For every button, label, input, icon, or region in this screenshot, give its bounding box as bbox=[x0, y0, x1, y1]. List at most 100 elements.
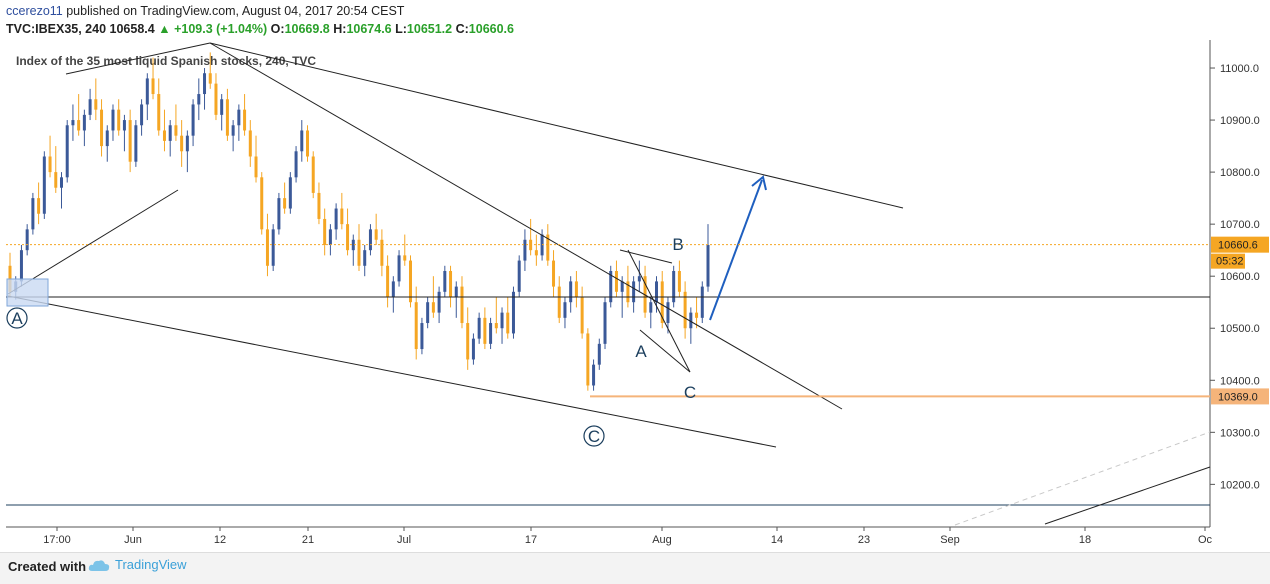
candle-body bbox=[306, 130, 310, 157]
candle-body bbox=[517, 260, 521, 292]
candle-body bbox=[494, 323, 498, 329]
trendline-top-left[interactable] bbox=[65, 42, 211, 75]
candle-body bbox=[220, 99, 224, 115]
candle-body bbox=[569, 281, 573, 303]
candle-body bbox=[140, 104, 144, 126]
candle bbox=[500, 307, 504, 344]
publish-line: ccerezo11 published on TradingView.com, … bbox=[6, 4, 404, 18]
candle bbox=[122, 114, 126, 152]
candle-body bbox=[466, 323, 470, 360]
candle bbox=[557, 276, 561, 324]
projection-arrow[interactable] bbox=[709, 179, 763, 321]
candle-body bbox=[506, 312, 510, 334]
high-value: 10674.6 bbox=[346, 22, 392, 36]
candle-body bbox=[48, 156, 52, 173]
low-label: L: bbox=[395, 22, 407, 36]
candle bbox=[368, 224, 372, 256]
trendline-rise[interactable] bbox=[7, 189, 179, 295]
candle-body bbox=[666, 302, 670, 324]
candle-body bbox=[174, 125, 178, 136]
candle bbox=[283, 182, 287, 214]
candle bbox=[328, 224, 332, 256]
candle-body bbox=[243, 109, 247, 131]
candle bbox=[437, 286, 441, 324]
candle-body bbox=[271, 229, 275, 266]
tradingview-logo[interactable]: TradingView bbox=[88, 557, 187, 572]
candle bbox=[672, 265, 676, 308]
candle bbox=[37, 182, 41, 225]
wave-labels: A C A B C bbox=[6, 235, 696, 447]
candle-body bbox=[563, 302, 567, 318]
price-chart[interactable]: 10200.0 10300.0 10400.0 10500.0 10600.0 10700… bbox=[0, 0, 1270, 552]
candle bbox=[420, 317, 424, 355]
flag-bottom[interactable] bbox=[639, 329, 691, 373]
candle-body bbox=[477, 317, 481, 339]
candle bbox=[42, 151, 46, 219]
candle bbox=[134, 120, 138, 167]
y-tick-label: 10600.0 bbox=[1220, 271, 1260, 283]
trendline-lower-channel[interactable] bbox=[7, 295, 777, 448]
candle bbox=[94, 78, 98, 121]
x-tick-label: 12 bbox=[214, 534, 226, 546]
candle-body bbox=[620, 281, 624, 292]
wave-circle bbox=[583, 425, 605, 447]
candle-body bbox=[19, 250, 23, 282]
candle bbox=[626, 265, 630, 308]
published-text: published on TradingView.com, August 04,… bbox=[66, 4, 405, 18]
wave-label: C bbox=[588, 427, 600, 446]
candle-body bbox=[191, 104, 195, 136]
candle bbox=[168, 120, 172, 157]
candle-body bbox=[437, 291, 441, 313]
flag-diagonal[interactable] bbox=[627, 249, 691, 373]
candle-body bbox=[105, 130, 109, 147]
candle-body bbox=[237, 109, 241, 126]
highlight-box[interactable] bbox=[6, 278, 49, 307]
candle-body bbox=[351, 239, 355, 251]
candle-body bbox=[111, 109, 115, 131]
time-axis[interactable]: 17:00 Jun 12 21 Jul 17 Aug 14 23 Sep 18 Oc bbox=[43, 527, 1213, 546]
candle-body bbox=[614, 270, 618, 292]
trendline-diagonal[interactable] bbox=[209, 42, 843, 410]
trendline-upper-channel[interactable] bbox=[209, 42, 904, 209]
y-tick-label: 10200.0 bbox=[1220, 479, 1260, 491]
trendline-bottom-right[interactable] bbox=[1044, 466, 1211, 525]
x-tick-label: 17 bbox=[525, 534, 537, 546]
candle-body bbox=[37, 198, 41, 214]
candle bbox=[162, 109, 166, 152]
candle bbox=[689, 307, 693, 344]
candle-body bbox=[443, 270, 447, 292]
candle-body bbox=[489, 323, 493, 344]
candle-body bbox=[454, 286, 458, 298]
candle bbox=[174, 104, 178, 141]
cloud-icon bbox=[88, 559, 110, 571]
wave-label: A bbox=[635, 342, 647, 361]
close-label: C: bbox=[455, 22, 469, 36]
candle bbox=[454, 281, 458, 318]
candle bbox=[300, 120, 304, 162]
candle-body bbox=[203, 73, 207, 95]
y-tick-label: 10700.0 bbox=[1220, 219, 1260, 231]
chart-header: ccerezo11 published on TradingView.com, … bbox=[0, 0, 1270, 40]
y-tick-label: 10500.0 bbox=[1220, 323, 1260, 335]
candle bbox=[443, 265, 447, 298]
price-axis[interactable]: 10200.0 10300.0 10400.0 10500.0 10600.0 10700… bbox=[1210, 63, 1260, 491]
candle-body bbox=[574, 281, 578, 298]
author-username[interactable]: ccerezo11 bbox=[6, 4, 63, 18]
candle-body bbox=[511, 291, 515, 334]
candle-body bbox=[557, 286, 561, 318]
candle-body bbox=[134, 125, 138, 162]
candle bbox=[403, 234, 407, 266]
candle bbox=[534, 234, 538, 266]
candle bbox=[569, 276, 573, 313]
candle bbox=[414, 286, 418, 360]
candle bbox=[48, 135, 52, 178]
candle bbox=[203, 68, 207, 110]
candle-body bbox=[122, 120, 126, 131]
candle bbox=[25, 224, 29, 256]
candle-body bbox=[677, 270, 681, 292]
candle bbox=[180, 120, 184, 167]
candle bbox=[700, 281, 704, 324]
candle-body bbox=[208, 73, 212, 84]
candle bbox=[471, 333, 475, 365]
candle-body bbox=[637, 276, 641, 282]
